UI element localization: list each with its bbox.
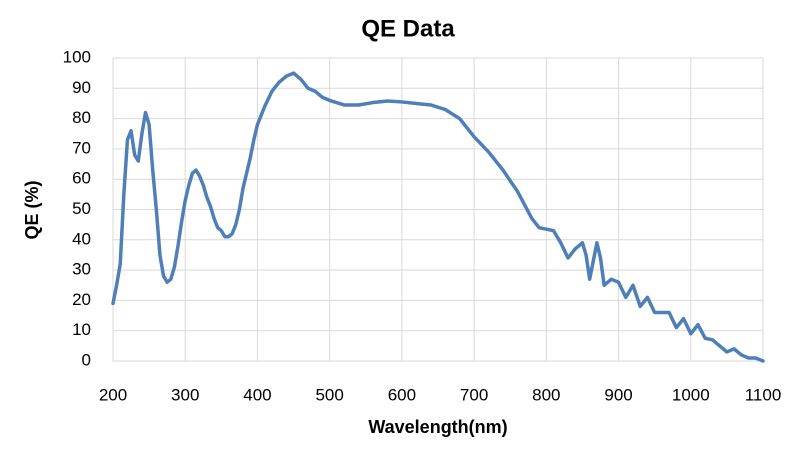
y-tick-label: 50 xyxy=(72,199,91,218)
x-tick-label: 1000 xyxy=(672,385,710,404)
y-tick-label: 10 xyxy=(72,320,91,339)
x-tick-label: 600 xyxy=(388,385,416,404)
y-axis-label: QE (%) xyxy=(22,180,42,239)
x-tick-label: 400 xyxy=(243,385,271,404)
y-tick-label: 20 xyxy=(72,290,91,309)
y-tick-label: 60 xyxy=(72,169,91,188)
y-tick-label: 90 xyxy=(72,78,91,97)
chart-title: QE Data xyxy=(361,15,455,42)
y-tick-label: 40 xyxy=(72,229,91,248)
x-tick-label: 200 xyxy=(99,385,127,404)
x-tick-label: 500 xyxy=(315,385,343,404)
y-tick-label: 100 xyxy=(63,47,91,66)
x-tick-label: 700 xyxy=(460,385,488,404)
data-line xyxy=(111,71,765,363)
x-tick-label: 800 xyxy=(532,385,560,404)
y-tick-label: 70 xyxy=(72,138,91,157)
x-axis-label: Wavelength(nm) xyxy=(368,417,507,437)
x-tick-label: 900 xyxy=(604,385,632,404)
y-tick-label: 0 xyxy=(82,350,91,369)
y-tick-label: 80 xyxy=(72,108,91,127)
x-tick-label: 1100 xyxy=(745,385,782,404)
y-tick-label: 30 xyxy=(72,260,91,279)
x-tick-label: 300 xyxy=(171,385,199,404)
